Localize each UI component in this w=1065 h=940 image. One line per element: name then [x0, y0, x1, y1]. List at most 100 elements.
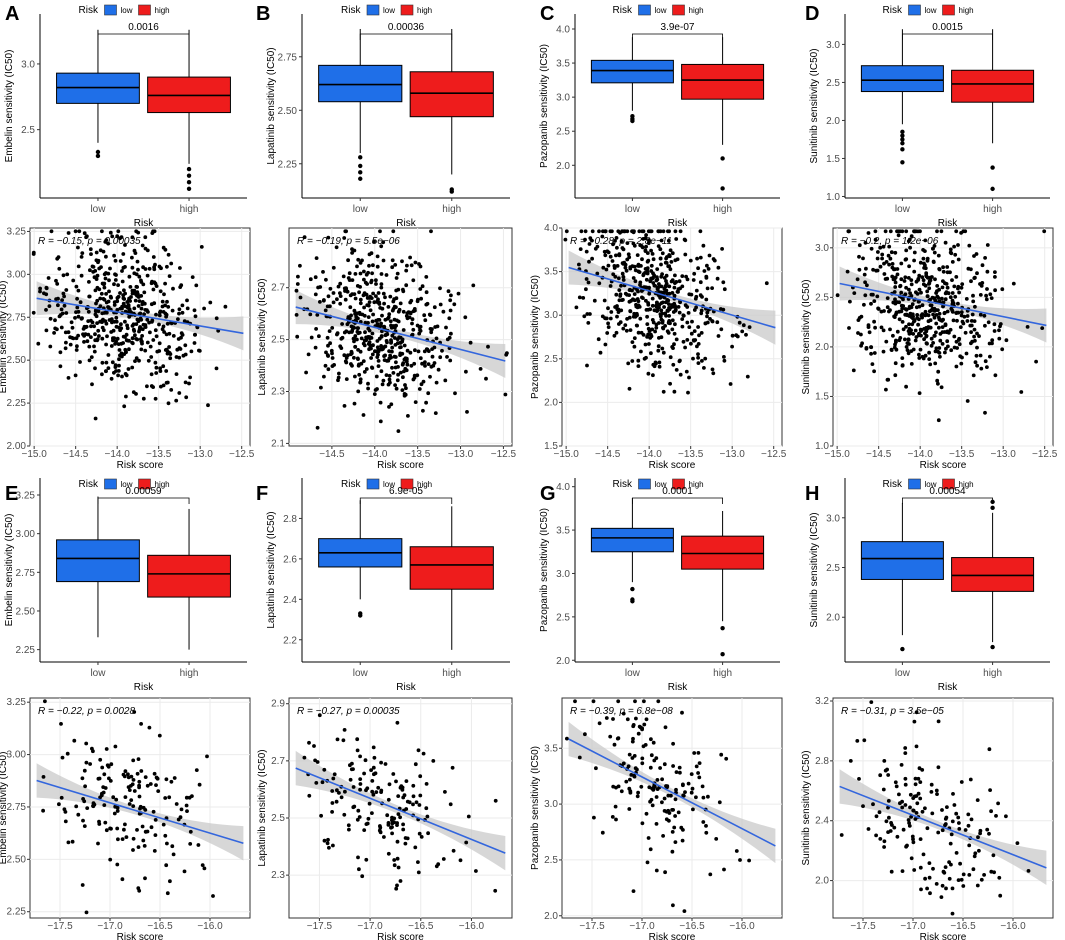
data-point: [314, 327, 318, 331]
data-point: [909, 282, 914, 287]
data-point: [371, 765, 376, 770]
data-point: [434, 864, 439, 869]
data-point: [644, 277, 649, 282]
data-point: [631, 736, 635, 741]
data-point: [929, 336, 934, 341]
data-point: [654, 795, 659, 799]
data-point: [425, 301, 430, 306]
data-point: [634, 716, 638, 721]
data-point: [352, 308, 357, 313]
data-point: [966, 266, 971, 271]
data-point: [682, 909, 687, 913]
data-point: [912, 258, 916, 263]
data-point: [702, 366, 706, 370]
regression-line: [568, 266, 776, 329]
data-point: [184, 803, 189, 808]
data-point: [935, 229, 939, 234]
data-point: [614, 236, 619, 240]
data-point: [376, 318, 380, 322]
data-point: [116, 342, 121, 346]
x-tick-label: −13.0: [991, 449, 1017, 460]
data-point: [92, 802, 97, 807]
data-point: [104, 254, 108, 259]
data-point: [989, 296, 994, 300]
data-point: [883, 277, 888, 281]
data-point: [84, 760, 89, 765]
data-point: [592, 815, 596, 820]
regression-line: [568, 738, 776, 847]
data-point: [663, 870, 667, 875]
data-point: [156, 789, 161, 793]
data-point: [382, 301, 386, 306]
data-point: [929, 303, 934, 308]
data-point: [161, 822, 166, 827]
data-point: [625, 717, 630, 722]
data-point: [950, 819, 955, 824]
data-point: [112, 303, 117, 307]
data-point: [370, 779, 375, 783]
y-tick-label: 3.25: [7, 226, 27, 237]
data-point: [891, 333, 895, 338]
data-point: [971, 373, 976, 378]
data-point: [686, 311, 691, 315]
data-point: [109, 376, 114, 381]
data-point: [332, 772, 337, 777]
data-point: [138, 325, 143, 329]
data-point: [410, 321, 414, 326]
data-point: [651, 320, 656, 325]
data-point: [931, 259, 936, 264]
data-point: [1034, 359, 1038, 364]
y-tick-label: 2.8: [815, 756, 829, 767]
data-point: [370, 319, 375, 324]
data-point: [355, 264, 359, 269]
data-point: [142, 312, 147, 316]
data-point: [647, 238, 651, 243]
data-point: [747, 858, 751, 863]
data-point: [366, 381, 370, 386]
data-point: [959, 285, 964, 290]
data-point: [988, 788, 992, 792]
data-point: [86, 309, 91, 314]
data-point: [417, 387, 422, 391]
data-point: [658, 256, 663, 261]
data-point: [395, 856, 400, 861]
y-tick-label: 2.0: [826, 116, 840, 127]
data-point: [54, 297, 58, 301]
data-point: [612, 333, 617, 338]
data-point: [392, 863, 397, 868]
data-point: [157, 341, 162, 346]
data-point: [921, 282, 926, 287]
data-point: [993, 275, 997, 279]
data-point: [379, 324, 383, 328]
data-point: [214, 366, 219, 371]
x-tick-label: −16.0: [459, 921, 485, 932]
y-tick-label: 2.3: [271, 870, 285, 881]
data-point: [945, 265, 950, 269]
data-point: [185, 298, 189, 303]
data-point: [394, 779, 398, 784]
x-tick-label: −15.0: [553, 449, 579, 460]
data-point: [60, 298, 64, 302]
data-point: [202, 866, 207, 871]
data-point: [659, 294, 664, 299]
data-point: [135, 771, 140, 776]
data-point: [93, 288, 98, 293]
data-point: [100, 360, 105, 365]
data-point: [52, 331, 56, 335]
data-point: [117, 363, 121, 368]
data-point: [443, 790, 447, 794]
data-point: [721, 307, 726, 312]
data-point: [326, 235, 331, 240]
data-point: [663, 725, 668, 730]
data-point: [603, 253, 608, 258]
data-point: [84, 741, 89, 746]
data-point: [401, 287, 405, 292]
data-point: [308, 312, 313, 317]
scatter-panel-13: −17.5 −17.0 −16.5 −16.02.252.502.753.003.25…: [0, 697, 251, 940]
box-high: [681, 510, 765, 657]
data-point: [936, 719, 941, 724]
data-point: [165, 299, 169, 304]
y-axis-label: Lapatinib sensitivity (IC50): [257, 278, 268, 395]
data-point: [993, 373, 998, 378]
data-point: [895, 229, 899, 234]
